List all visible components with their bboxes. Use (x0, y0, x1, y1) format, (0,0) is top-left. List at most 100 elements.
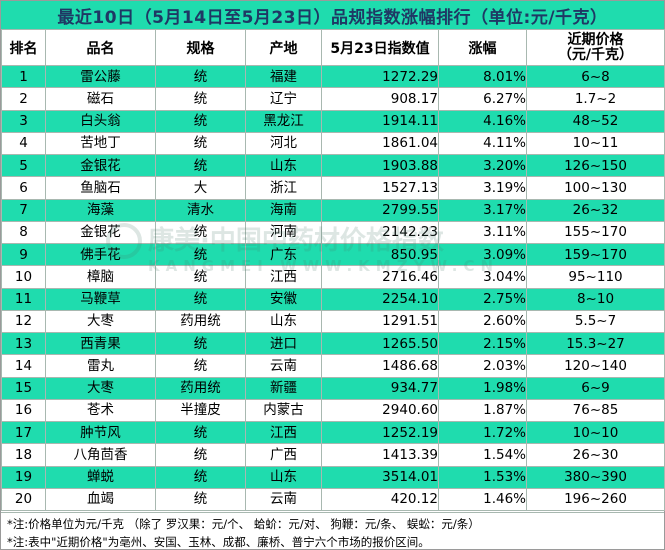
table-row: 11 马鞭草统安徽 2254.10 2.75% 8~10 (1, 287, 665, 311)
cell-index: 1903.88 (321, 153, 439, 178)
table-row: 19 蝉蜕统山东 3514.01 1.53% 380~390 (1, 465, 665, 489)
cell-rank: 18 (1, 443, 46, 467)
cell-name: 雷丸 (45, 354, 156, 378)
cell-price: 5.5~7 (526, 309, 665, 334)
cell-spec: 统 (155, 487, 246, 512)
cell-index: 850.95 (321, 242, 439, 267)
cell-price: 8~10 (526, 287, 665, 311)
cell-name: 白头翁 (45, 109, 156, 133)
cell-spec: 统 (155, 109, 246, 133)
cell-spec: 药用统 (155, 309, 246, 334)
header-spec: 规格 (155, 29, 246, 66)
cell-price: 95~110 (526, 265, 665, 289)
cell-spec: 统 (155, 131, 246, 156)
cell-price: 26~30 (526, 443, 665, 467)
cell-origin: 内蒙古 (245, 398, 322, 423)
cell-name: 八角茴香 (45, 443, 156, 467)
cell-price: 159~170 (526, 242, 665, 267)
cell-origin: 新疆 (245, 376, 322, 400)
cell-rank: 1 (1, 64, 46, 89)
cell-origin: 浙江 (245, 176, 322, 200)
cell-spec: 统 (155, 242, 246, 267)
cell-name: 苍术 (45, 398, 156, 423)
cell-price: 1.7~2 (526, 87, 665, 111)
cell-index: 1527.13 (321, 176, 439, 200)
table-row: 14 雷丸统云南 1486.68 2.03% 120~140 (1, 354, 665, 378)
cell-price: 196~260 (526, 487, 665, 512)
cell-name: 雷公藤 (45, 64, 156, 89)
cell-change: 8.01% (438, 64, 527, 89)
cell-origin: 山东 (245, 465, 322, 489)
cell-index: 1486.68 (321, 354, 439, 378)
table-row: 18 八角茴香统广西 1413.39 1.54% 26~30 (1, 443, 665, 467)
cell-origin: 广东 (245, 242, 322, 267)
cell-index: 1265.50 (321, 331, 439, 356)
cell-name: 金银花 (45, 153, 156, 178)
cell-name: 鱼脑石 (45, 176, 156, 200)
table-row: 2 磁石统辽宁 908.17 6.27% 1.7~2 (1, 87, 665, 111)
cell-name: 血竭 (45, 487, 156, 512)
cell-price: 6~9 (526, 376, 665, 400)
cell-index: 934.77 (321, 376, 439, 400)
cell-spec: 统 (155, 153, 246, 178)
table-row: 4 苦地丁统河北 1861.04 4.11% 10~11 (1, 131, 665, 156)
cell-name: 大枣 (45, 309, 156, 334)
cell-change: 3.20% (438, 153, 527, 178)
cell-origin: 云南 (245, 354, 322, 378)
cell-price: 100~130 (526, 176, 665, 200)
cell-spec: 统 (155, 64, 246, 89)
table-header-row: 排名 品名 规格 产地 5月23日指数值 涨幅 近期价格 （元/千克） (1, 29, 665, 66)
table-row: 8 金银花统河南 2142.23 3.11% 155~170 (1, 220, 665, 245)
cell-origin: 江西 (245, 265, 322, 289)
cell-index: 2142.23 (321, 220, 439, 245)
cell-change: 3.11% (438, 220, 527, 245)
footnotes: *注:价格单位为元/千克 （除了 罗汉果：元/个、 蛤蚧：元/对、 狗鞭：元/条… (1, 512, 664, 550)
cell-origin: 云南 (245, 487, 322, 512)
cell-change: 1.53% (438, 465, 527, 489)
cell-index: 420.12 (321, 487, 439, 512)
cell-rank: 9 (1, 242, 46, 267)
cell-origin: 河北 (245, 131, 322, 156)
cell-change: 1.87% (438, 398, 527, 423)
cell-name: 西青果 (45, 331, 156, 356)
cell-rank: 8 (1, 220, 46, 245)
cell-spec: 大 (155, 176, 246, 200)
table-row: 20 血竭统云南 420.12 1.46% 196~260 (1, 487, 665, 512)
cell-rank: 7 (1, 198, 46, 222)
cell-origin: 江西 (245, 420, 322, 445)
cell-origin: 山东 (245, 153, 322, 178)
cell-name: 金银花 (45, 220, 156, 245)
footnote-markets: *注:表中"近期价格"为亳州、安国、玉林、成都、廉桥、普宁六个市场的报价区间。 (7, 535, 430, 549)
cell-name: 马鞭草 (45, 287, 156, 311)
cell-spec: 统 (155, 420, 246, 445)
cell-index: 1413.39 (321, 443, 439, 467)
cell-rank: 6 (1, 176, 46, 200)
cell-price: 10~11 (526, 131, 665, 156)
cell-change: 6.27% (438, 87, 527, 111)
cell-spec: 清水 (155, 198, 246, 222)
cell-change: 3.19% (438, 176, 527, 200)
header-price-line1: 近期价格 (567, 31, 624, 48)
cell-name: 苦地丁 (45, 131, 156, 156)
table-row: 12 大枣 药用统 山东 1291.51 2.60% 5.5~7 (1, 309, 665, 334)
cell-change: 2.03% (438, 354, 527, 378)
cell-index: 1914.11 (321, 109, 439, 133)
cell-rank: 12 (1, 309, 46, 334)
cell-origin: 黑龙江 (245, 109, 322, 133)
cell-index: 1272.29 (321, 64, 439, 89)
cell-price: 10~10 (526, 420, 665, 445)
cell-name: 磁石 (45, 87, 156, 111)
cell-price: 76~85 (526, 398, 665, 423)
table-row: 9 佛手花统广东 850.95 3.09% 159~170 (1, 242, 665, 267)
cell-change: 4.16% (438, 109, 527, 133)
cell-price: 380~390 (526, 465, 665, 489)
cell-change: 4.11% (438, 131, 527, 156)
cell-rank: 11 (1, 287, 46, 311)
cell-origin: 安徽 (245, 287, 322, 311)
cell-rank: 14 (1, 354, 46, 378)
cell-price: 120~140 (526, 354, 665, 378)
cell-spec: 统 (155, 87, 246, 111)
cell-rank: 4 (1, 131, 46, 156)
cell-spec: 药用统 (155, 376, 246, 400)
